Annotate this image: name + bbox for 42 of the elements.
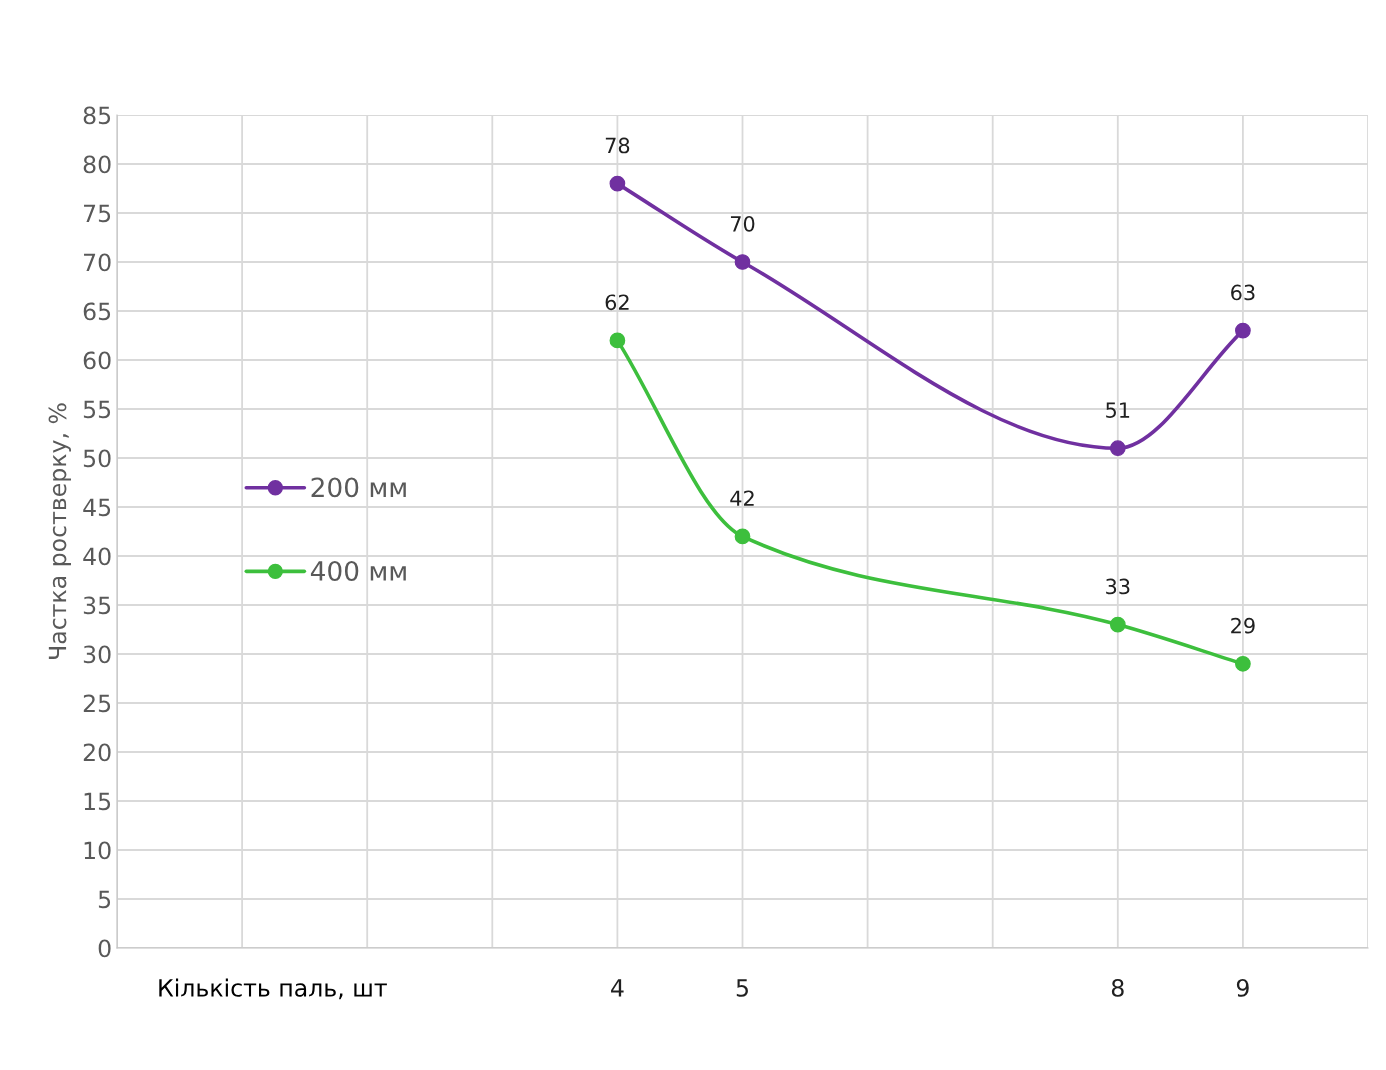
y-tick-label: 35: [83, 596, 111, 615]
point: [1235, 655, 1251, 672]
data-label: 63: [1231, 284, 1255, 301]
y-tick-label: 15: [84, 792, 111, 811]
data-label: 78: [605, 137, 630, 154]
x-tick-label: 9: [1236, 978, 1249, 997]
y-tick-label: 0: [98, 939, 111, 958]
y-tick-label: 70: [84, 253, 111, 272]
y-tick-label: 65: [83, 302, 111, 321]
point: [1109, 616, 1126, 633]
x-tick-label: 5: [736, 979, 748, 997]
y-tick-label: 5: [98, 890, 111, 909]
y-tick-label: 10: [84, 841, 111, 860]
y-tick-label: 25: [83, 694, 111, 713]
y-tick-label: 80: [83, 155, 111, 174]
data-label: 70: [730, 215, 755, 232]
x-axis-title: Кількість паль, шт: [159, 978, 387, 1000]
point: [734, 528, 751, 545]
x-tick-label: 4: [611, 979, 624, 997]
data-label: 33: [1106, 578, 1130, 595]
x-tick-label: 8: [1111, 978, 1124, 997]
data-label: 62: [605, 294, 629, 311]
y-tick-label: 20: [83, 743, 111, 762]
point: [609, 175, 626, 192]
y-tick-label: 85: [83, 106, 111, 125]
y-tick-label: 55: [83, 400, 111, 419]
point: [1235, 322, 1251, 339]
data-label: 51: [1106, 402, 1130, 418]
data-label: 29: [1231, 617, 1255, 634]
y-tick-label: 40: [83, 547, 111, 566]
point: [734, 254, 751, 270]
point: [1109, 440, 1126, 457]
y-tick-label: 45: [83, 498, 111, 517]
legend-label: 400 мм: [310, 560, 406, 581]
y-tick-label: 50: [83, 449, 111, 468]
y-tick-label: 75: [84, 204, 111, 223]
point: [609, 332, 626, 349]
legend-label: 200 мм: [311, 477, 406, 498]
y-axis-title: Частка ростверку, %: [48, 403, 71, 659]
data-label: 42: [730, 490, 754, 506]
y-tick-label: 30: [83, 645, 111, 664]
y-tick-label: 60: [83, 351, 111, 370]
